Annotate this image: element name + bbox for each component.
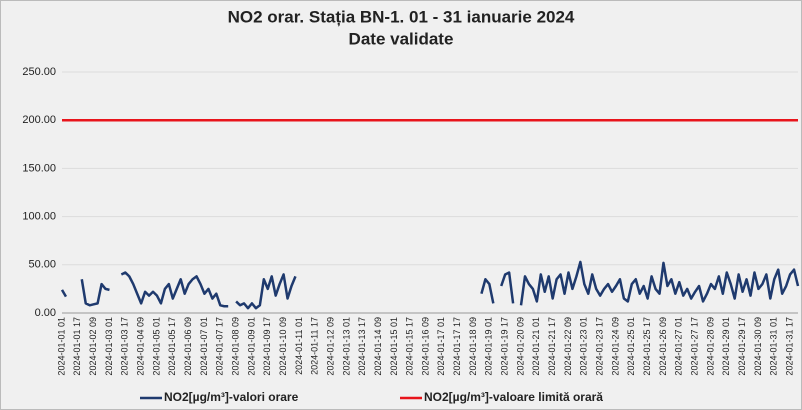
x-tick-label: 2024-01-03 17 — [120, 317, 130, 376]
legend-label: NO2[µg/m³]-valori orare — [164, 390, 299, 404]
x-tick-label: 2024-01-17 01 — [436, 317, 446, 376]
y-tick-label: 250.00 — [22, 66, 56, 78]
x-tick-label: 2024-01-25 17 — [642, 317, 652, 376]
x-tick-label: 2024-01-29 17 — [737, 317, 747, 376]
x-tick-label: 2024-01-16 09 — [420, 317, 430, 376]
x-tick-label: 2024-01-12 09 — [325, 317, 335, 376]
x-tick-label: 2024-01-08 09 — [230, 317, 240, 376]
y-tick-label: 50.00 — [28, 259, 56, 271]
chart-title: NO2 orar. Stația BN-1. 01 - 31 ianuarie … — [228, 7, 575, 26]
x-tick-label: 2024-01-21 01 — [531, 317, 541, 376]
x-tick-label: 2024-01-05 17 — [167, 317, 177, 376]
x-tick-label: 2024-01-20 09 — [515, 317, 525, 376]
y-tick-label: 200.00 — [22, 114, 56, 126]
x-tick-label: 2024-01-25 01 — [626, 317, 636, 376]
x-tick-label: 2024-01-30 09 — [753, 317, 763, 376]
x-tick-label: 2024-01-07 01 — [199, 317, 209, 376]
x-tick-label: 2024-01-31 17 — [784, 317, 794, 376]
x-tick-label: 2024-01-10 09 — [278, 317, 288, 376]
x-tick-label: 2024-01-28 09 — [705, 317, 715, 376]
x-tick-label: 2024-01-07 17 — [215, 317, 225, 376]
x-tick-label: 2024-01-22 09 — [563, 317, 573, 376]
x-tick-label: 2024-01-31 01 — [769, 317, 779, 376]
x-tick-label: 2024-01-29 01 — [721, 317, 731, 376]
x-tick-label: 2024-01-04 09 — [136, 317, 146, 376]
x-tick-label: 2024-01-01 01 — [56, 317, 66, 376]
x-tick-label: 2024-01-17 17 — [452, 317, 462, 376]
y-tick-label: 0.00 — [35, 307, 56, 319]
x-tick-label: 2024-01-06 09 — [183, 317, 193, 376]
x-tick-label: 2024-01-05 01 — [151, 317, 161, 376]
x-tick-label: 2024-01-15 17 — [405, 317, 415, 376]
x-tick-label: 2024-01-03 01 — [104, 317, 114, 376]
x-tick-label: 2024-01-19 17 — [500, 317, 510, 376]
x-tick-label: 2024-01-14 09 — [373, 317, 383, 376]
x-tick-label: 2024-01-21 17 — [547, 317, 557, 376]
y-tick-label: 100.00 — [22, 211, 56, 223]
data-line — [60, 260, 800, 310]
x-tick-label: 2024-01-23 01 — [579, 317, 589, 376]
x-tick-label: 2024-01-09 17 — [262, 317, 272, 376]
x-tick-label: 2024-01-24 09 — [610, 317, 620, 376]
x-tick-label: 2024-01-27 17 — [689, 317, 699, 376]
x-tick-label: 2024-01-01 17 — [72, 317, 82, 376]
x-tick-label: 2024-01-11 17 — [310, 317, 320, 375]
legend-label: NO2[µg/m³]-valoare limită orară — [424, 390, 603, 404]
x-tick-label: 2024-01-13 01 — [341, 317, 351, 376]
x-tick-label: 2024-01-11 01 — [294, 317, 304, 375]
x-tick-label: 2024-01-18 09 — [468, 317, 478, 376]
x-tick-label: 2024-01-19 01 — [484, 317, 494, 376]
x-tick-label: 2024-01-26 09 — [658, 317, 668, 376]
x-tick-label: 2024-01-09 01 — [246, 317, 256, 376]
y-tick-label: 150.00 — [22, 162, 56, 174]
x-tick-label: 2024-01-13 17 — [357, 317, 367, 376]
chart-subtitle: Date validate — [349, 29, 454, 48]
x-tick-label: 2024-01-15 01 — [389, 317, 399, 376]
x-tick-label: 2024-01-27 01 — [674, 317, 684, 376]
x-tick-label: 2024-01-23 17 — [595, 317, 605, 376]
x-tick-label: 2024-01-02 09 — [88, 317, 98, 376]
